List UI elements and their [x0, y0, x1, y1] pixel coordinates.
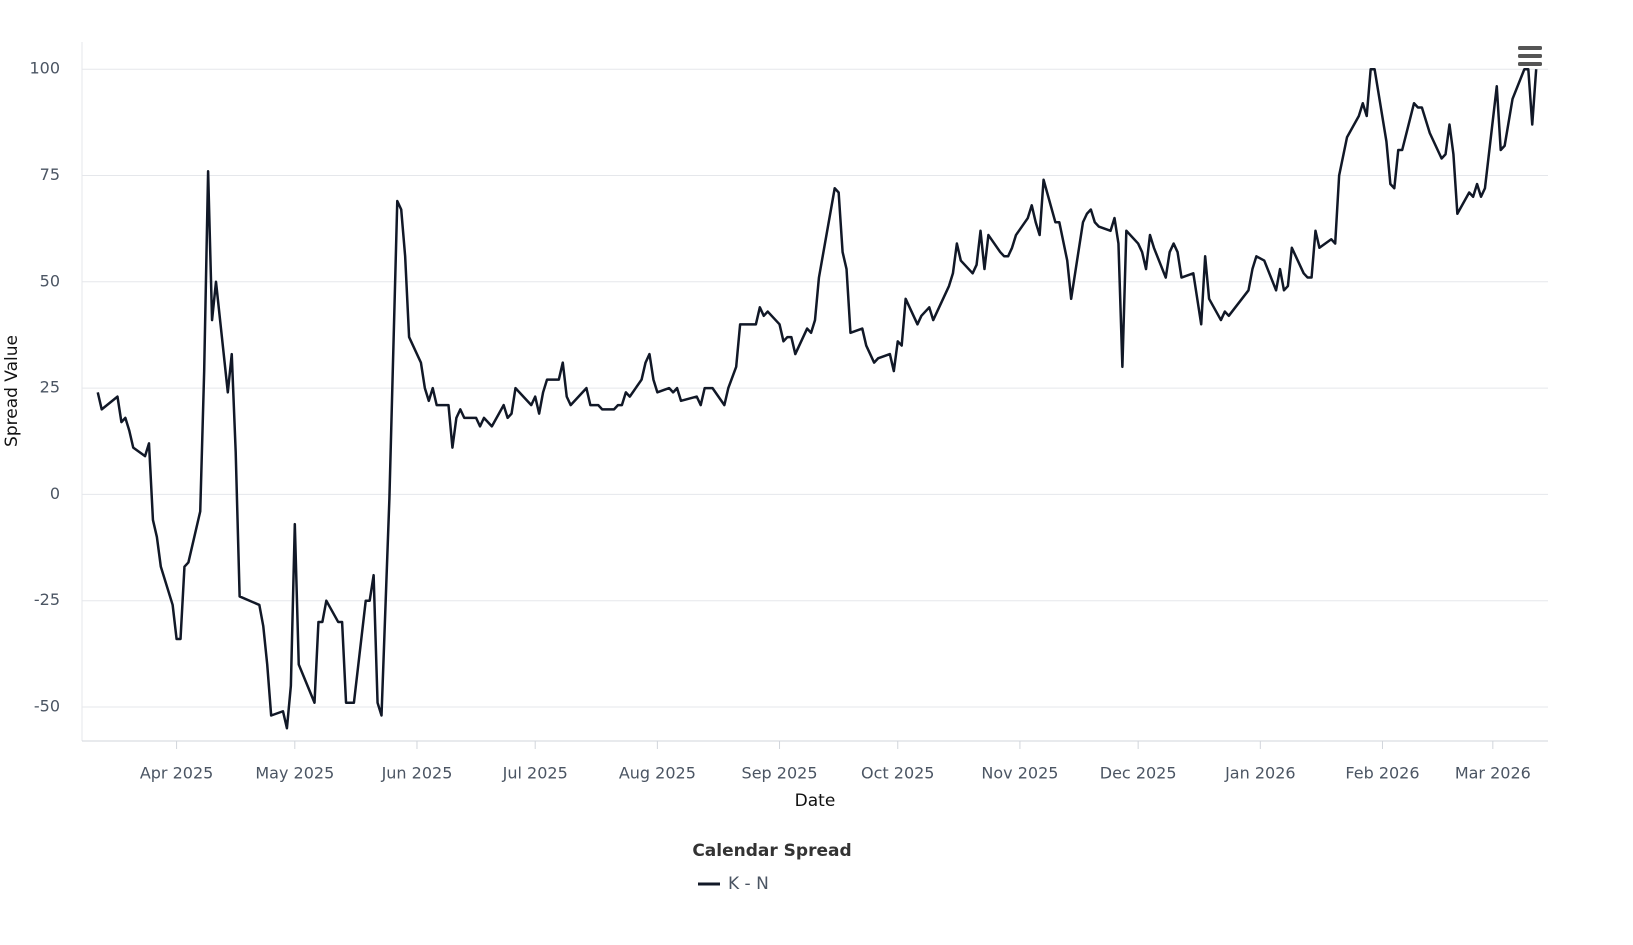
- x-tick-label: Mar 2026: [1455, 764, 1531, 783]
- y-tick-label: -25: [34, 590, 60, 609]
- menu-button[interactable]: [1518, 46, 1542, 66]
- y-tick-label: -50: [34, 696, 60, 715]
- x-tick-label: Jun 2025: [381, 764, 453, 783]
- y-tick-label: 50: [40, 271, 60, 290]
- legend-title: Calendar Spread: [692, 841, 851, 861]
- x-tick-label: Feb 2026: [1345, 764, 1419, 783]
- x-tick-label: Apr 2025: [140, 764, 213, 783]
- x-tick-label: Jul 2025: [502, 764, 568, 783]
- x-tick-label: Oct 2025: [861, 764, 934, 783]
- y-tick-label: 75: [40, 165, 60, 184]
- x-axis-title: Date: [795, 791, 836, 811]
- x-tick-label: Jan 2026: [1224, 764, 1295, 783]
- legend-label: K - N: [728, 874, 769, 894]
- x-tick-label: Dec 2025: [1100, 764, 1177, 783]
- x-tick-label: Nov 2025: [981, 764, 1058, 783]
- y-tick-label: 25: [40, 378, 60, 397]
- y-tick-label: 100: [29, 59, 60, 78]
- y-axis-title: Spread Value: [2, 335, 22, 447]
- data-line: [96, 67, 1538, 730]
- menu-icon-bar: [1518, 46, 1542, 50]
- menu-icon-bar: [1518, 62, 1542, 66]
- x-tick-label: May 2025: [255, 764, 334, 783]
- menu-icon-bar: [1518, 54, 1542, 58]
- y-tick-label: 0: [50, 484, 60, 503]
- x-tick-label: Aug 2025: [619, 764, 696, 783]
- x-tick-label: Sep 2025: [742, 764, 818, 783]
